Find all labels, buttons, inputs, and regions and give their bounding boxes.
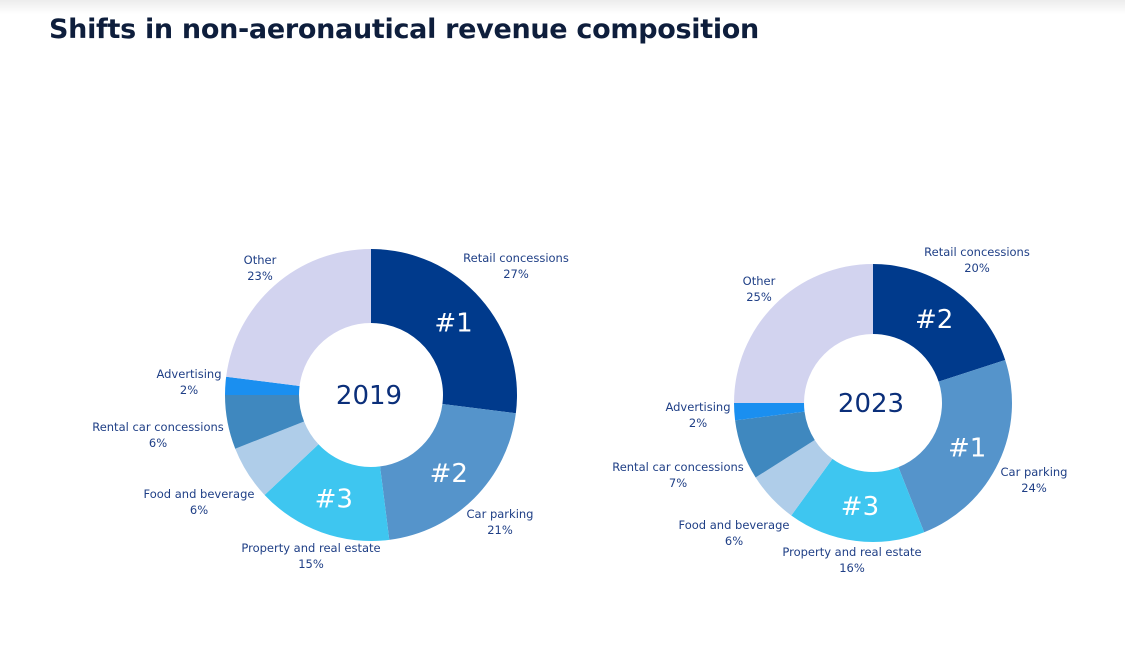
center-year-label: 2019 — [336, 381, 402, 411]
value-label: 21% — [487, 523, 513, 537]
value-label: 6% — [725, 534, 743, 548]
category-label: Rental car concessions — [92, 420, 224, 434]
value-label: 23% — [247, 269, 273, 283]
value-label: 20% — [964, 261, 990, 275]
slice-rental-car-concessions — [225, 395, 305, 449]
slice-advertising — [734, 403, 805, 421]
category-label: Car parking — [467, 507, 534, 521]
slice-food-and-beverage — [235, 421, 319, 495]
category-label: Property and real estate — [241, 541, 380, 555]
value-label: 24% — [1021, 481, 1047, 495]
category-label: Food and beverage — [144, 487, 255, 501]
category-label: Advertising — [665, 400, 730, 414]
value-label: 7% — [669, 476, 687, 490]
value-label: 6% — [190, 503, 208, 517]
value-label: 6% — [149, 436, 167, 450]
category-label: Food and beverage — [679, 518, 790, 532]
slice-car-parking — [898, 360, 1013, 533]
category-label: Other — [244, 253, 277, 267]
rank-label: #3 — [841, 492, 879, 522]
value-label: 27% — [503, 267, 529, 281]
center-year-label: 2023 — [838, 389, 904, 419]
category-label: Other — [743, 274, 776, 288]
category-label: Advertising — [156, 367, 221, 381]
value-label: 16% — [839, 561, 865, 575]
rank-label: #1 — [948, 433, 986, 463]
value-label: 2% — [180, 383, 198, 397]
slice-car-parking — [380, 404, 516, 540]
value-label: 25% — [746, 290, 772, 304]
page-title: Shifts in non-aeronautical revenue compo… — [49, 14, 759, 45]
slice-rental-car-concessions — [735, 411, 815, 478]
rank-label: #2 — [430, 459, 468, 489]
slice-food-and-beverage — [755, 439, 833, 516]
category-label: Car parking — [1001, 465, 1068, 479]
rank-label: #1 — [434, 308, 472, 338]
value-label: 15% — [298, 557, 324, 571]
slice-retail-concessions — [371, 249, 518, 414]
category-label: Retail concessions — [924, 245, 1030, 259]
rank-label: #3 — [315, 484, 353, 514]
category-label: Retail concessions — [463, 251, 569, 265]
donut-2019: #1 Retail concessions 27% #2 Car parking 21% #… — [92, 249, 569, 571]
slice-other — [226, 249, 371, 386]
slice-other — [734, 264, 873, 403]
rank-label: #2 — [915, 305, 953, 335]
top-shadow — [0, 0, 1125, 14]
slice-property-and-real-estate — [264, 444, 390, 541]
value-label: 2% — [689, 416, 707, 430]
category-label: Rental car concessions — [612, 460, 744, 474]
category-label: Property and real estate — [782, 545, 921, 559]
slice-advertising — [225, 376, 300, 395]
donut-2023: #2 Retail concessions 20% #1 Car parking 24% #… — [612, 245, 1067, 575]
slice-property-and-real-estate — [791, 458, 925, 542]
slice-retail-concessions — [873, 264, 1006, 382]
